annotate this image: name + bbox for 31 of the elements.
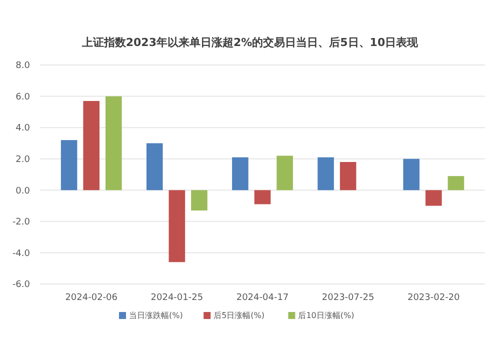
- bar: [426, 190, 442, 206]
- bar: [340, 162, 356, 190]
- y-tick-label: 4.0: [16, 124, 30, 134]
- legend-label: 当日涨跌幅(%): [129, 311, 183, 320]
- legend-label: 后10日涨幅(%): [298, 311, 354, 320]
- bar: [403, 158, 420, 190]
- y-tick-label: -6.0: [12, 280, 30, 290]
- x-tick-label: 2023-02-20: [408, 293, 460, 303]
- x-tick-label: 2024-04-17: [236, 293, 289, 303]
- bar: [60, 140, 78, 190]
- bar: [276, 156, 293, 190]
- chart-title: 上证指数2023年以来单日涨超2%的交易日当日、后5日、10日表现: [80, 36, 420, 49]
- x-tick-label: 2023-07-25: [322, 293, 374, 303]
- y-tick-label: 0.0: [16, 186, 30, 196]
- y-tick-label: 2.0: [16, 155, 30, 166]
- y-tick-label: -2.0: [12, 218, 30, 228]
- bar: [83, 100, 100, 190]
- y-tick-label: 8.0: [16, 61, 30, 72]
- bar: [168, 190, 186, 262]
- bar: [448, 176, 464, 190]
- bar: [191, 190, 208, 210]
- x-tick-label: 2024-02-06: [65, 293, 118, 303]
- bar: [254, 190, 271, 204]
- bar: [318, 157, 334, 190]
- bar: [232, 157, 248, 190]
- bar: [146, 143, 163, 190]
- x-tick-label: 2024-01-25: [150, 293, 204, 303]
- y-tick-label: -4.0: [12, 248, 30, 259]
- y-tick-label: 6.0: [16, 92, 30, 102]
- legend-label: 后5日涨幅(%): [214, 311, 265, 320]
- bar: [105, 96, 122, 190]
